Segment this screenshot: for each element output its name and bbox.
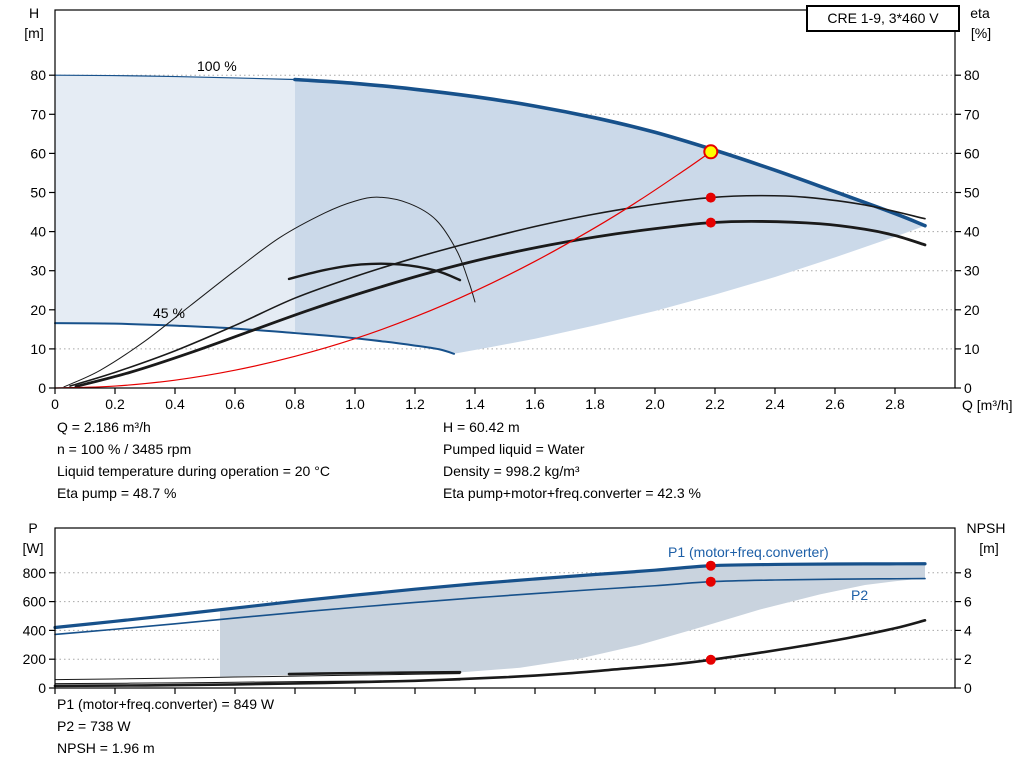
npsh-value: NPSH = 1.96 m xyxy=(57,740,155,756)
y-tick-label-right: 8 xyxy=(964,565,972,581)
x-tick-label: 2.2 xyxy=(705,396,725,412)
eta-total-curve xyxy=(74,219,927,388)
p2-curve-label: P2 xyxy=(851,587,868,603)
pump-model-badge: CRE 1-9, 3*460 V xyxy=(806,5,960,32)
y-tick-label-right: 50 xyxy=(964,185,980,201)
y-tick-label-left: 50 xyxy=(30,185,46,201)
x-tick-label: 0 xyxy=(51,396,59,412)
operating-point-info-left: Q = 2.186 m³/h n = 100 % / 3485 rpm Liqu… xyxy=(57,419,330,507)
y-tick-label-left: 10 xyxy=(30,341,46,357)
eta-mid-thick xyxy=(287,262,462,282)
y-tick-label-right: 70 xyxy=(964,106,980,122)
p-min-thin xyxy=(54,673,461,681)
speed-45-label: 45 % xyxy=(153,305,185,321)
npsh-axis-title: NPSH xyxy=(967,520,1006,536)
operating-point-info-right: H = 60.42 m Pumped liquid = Water Densit… xyxy=(443,419,701,507)
y-tick-label-left: 70 xyxy=(30,106,46,122)
duty-point[interactable] xyxy=(703,144,719,160)
power-envelope xyxy=(220,563,925,677)
p1-point xyxy=(705,560,716,571)
q-value: Q = 2.186 m³/h xyxy=(57,419,151,435)
x-tick-label: 1.8 xyxy=(585,396,605,412)
pump-curve-100-lead xyxy=(54,74,296,81)
y-tick-label-right: 20 xyxy=(964,302,980,318)
eta-total-point xyxy=(705,217,716,228)
p1-curve-label: P1 (motor+freq.converter) xyxy=(668,544,829,560)
x-tick-label: 2.4 xyxy=(765,396,785,412)
eta-axis-unit: [%] xyxy=(971,25,991,41)
eta-total-value: Eta pump+motor+freq.converter = 42.3 % xyxy=(443,485,701,501)
eta-pump-point xyxy=(705,192,716,203)
p2-value: P2 = 738 W xyxy=(57,718,131,734)
x-tick-label: 2.8 xyxy=(885,396,905,412)
y-tick-label-left: 80 xyxy=(30,67,46,83)
x-tick-label: 2.6 xyxy=(825,396,845,412)
plot-frame xyxy=(54,9,956,389)
p-axis-title: P xyxy=(28,520,37,536)
x-tick-label: 1.4 xyxy=(465,396,485,412)
x-tick-label: 2.0 xyxy=(645,396,665,412)
y-tick-label-left: 20 xyxy=(30,302,46,318)
plot-frame xyxy=(54,527,956,689)
result-info-block: P1 (motor+freq.converter) = 849 W P2 = 7… xyxy=(57,696,274,762)
eta-axis-title: eta xyxy=(970,5,990,21)
y-tick-label-left: 400 xyxy=(23,622,47,638)
y-tick-label-left: 60 xyxy=(30,145,46,161)
liquid-temperature-value: Liquid temperature during operation = 20… xyxy=(57,463,330,479)
eta-pump-value: Eta pump = 48.7 % xyxy=(57,485,177,501)
npsh-point xyxy=(705,654,716,665)
density-value: Density = 998.2 kg/m³ xyxy=(443,463,580,479)
x-tick-label: 0.2 xyxy=(105,396,125,412)
p2-point xyxy=(705,576,716,587)
power-npsh-chart: 0 0 200 2 400 4 600 6 800 8 xyxy=(23,527,972,696)
x-tick-label: 1.0 xyxy=(345,396,365,412)
y-tick-label-right: 30 xyxy=(964,263,980,279)
y-tick-label-right: 0 xyxy=(964,680,972,696)
p1-value: P1 (motor+freq.converter) = 849 W xyxy=(57,696,275,712)
pump-model-text: CRE 1-9, 3*460 V xyxy=(827,10,939,26)
h-axis-title: H xyxy=(29,5,39,21)
y-tick-label-right: 60 xyxy=(964,145,980,161)
y-tick-label-right: 40 xyxy=(964,224,980,240)
q-axis-title: Q [m³/h] xyxy=(962,397,1013,413)
x-tick-label: 1.2 xyxy=(405,396,425,412)
y-tick-label-right: 80 xyxy=(964,67,980,83)
y-tick-label-left: 200 xyxy=(23,651,47,667)
x-tick-label: 0.6 xyxy=(225,396,245,412)
y-tick-label-left: 0 xyxy=(38,380,46,396)
speed-100-label: 100 % xyxy=(197,58,237,74)
y-tick-label-left: 30 xyxy=(30,263,46,279)
y-tick-label-right: 4 xyxy=(964,622,972,638)
x-tick-label: 0.8 xyxy=(285,396,305,412)
y-tick-label-left: 800 xyxy=(23,565,47,581)
envelope-left-light xyxy=(55,75,295,334)
h-value: H = 60.42 m xyxy=(443,419,520,435)
npsh-curve xyxy=(53,619,927,688)
y-tick-label-right: 10 xyxy=(964,341,980,357)
system-curve xyxy=(54,151,712,389)
y-tick-label-left: 0 xyxy=(38,680,46,696)
eta-arc-thin xyxy=(63,196,476,388)
h-axis-unit: [m] xyxy=(24,25,43,41)
pump-curve-100 xyxy=(293,77,927,228)
eta-pump-curve xyxy=(69,194,926,387)
y-tick-label-right: 2 xyxy=(964,651,972,667)
y-tick-label-left: 600 xyxy=(23,594,47,610)
p2-curve xyxy=(54,577,926,636)
x-tick-label: 0.4 xyxy=(165,396,185,412)
p1-curve xyxy=(53,562,927,630)
speed-value: n = 100 % / 3485 rpm xyxy=(57,441,192,457)
hq-eta-chart: 0 0.2 0.4 0.6 0.8 1.0 1.2 1.4 1.6 1.8 2.0 2.2 2.4 2.6… xyxy=(30,9,980,412)
pumped-liquid-value: Pumped liquid = Water xyxy=(443,441,585,457)
p-min-thick xyxy=(287,670,462,676)
p-axis-unit: [W] xyxy=(23,540,44,556)
y-tick-label-right: 0 xyxy=(964,380,972,396)
y-tick-label-left: 40 xyxy=(30,224,46,240)
pump-curve-min-speed xyxy=(54,322,455,355)
npsh-axis-unit: [m] xyxy=(979,540,998,556)
y-tick-label-right: 6 xyxy=(964,594,972,610)
x-tick-label: 1.6 xyxy=(525,396,545,412)
